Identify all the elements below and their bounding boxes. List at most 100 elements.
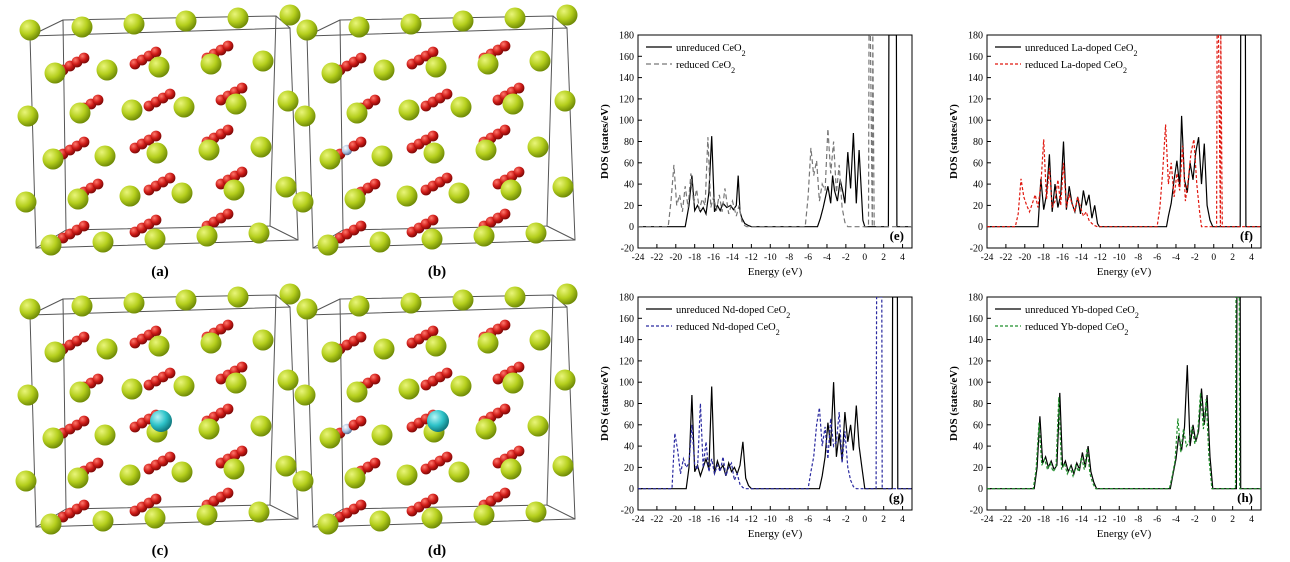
oxygen-atom [222, 40, 234, 52]
x-tick-label: -8 [785, 515, 793, 525]
cerium-atom [475, 139, 497, 161]
crystal-structure-d [292, 283, 578, 535]
cerium-atom [19, 298, 41, 320]
cell-edge [269, 225, 299, 241]
x-tick-label: 4 [900, 515, 905, 525]
panel-label-d: (d) [428, 543, 446, 559]
y-tick-label: 0 [629, 222, 634, 233]
x-tick-label: -4 [823, 253, 831, 263]
cerium-atom [40, 513, 62, 535]
cerium-atom [369, 510, 391, 532]
y-tick-label: 0 [978, 484, 983, 495]
cerium-atom [502, 372, 524, 394]
oxygen-atom [222, 124, 234, 136]
cerium-atom [450, 375, 472, 397]
cerium-atom [69, 102, 91, 124]
legend-label: reduced Yb-doped CeO2 [1025, 322, 1128, 337]
cerium-atom [198, 139, 220, 161]
cerium-atom [373, 59, 395, 81]
legend-label: unreduced Yb-doped CeO2 [1025, 305, 1139, 320]
x-tick-label: -6 [1153, 515, 1161, 525]
x-tick-label: 4 [1249, 515, 1254, 525]
cell-edge [546, 504, 576, 520]
x-tick-label: -2 [1191, 515, 1199, 525]
cerium-atom [525, 222, 547, 244]
cerium-atom [200, 53, 222, 75]
cerium-atom [452, 289, 474, 311]
y-tick-label: 100 [619, 378, 634, 389]
oxygen-atom [222, 487, 234, 499]
y-axis-label: DOS (states/eV) [948, 104, 960, 179]
cerium-atom [279, 283, 301, 305]
cerium-atom [92, 231, 114, 253]
oxygen-atom [78, 52, 90, 64]
x-tick-label: -8 [1134, 253, 1142, 263]
oxygen-atom [92, 94, 104, 106]
x-tick-label: -12 [1094, 253, 1107, 263]
cerium-atom [398, 378, 420, 400]
cerium-atom [294, 384, 316, 406]
cerium-atom [119, 185, 141, 207]
cell-back-frame [339, 294, 554, 510]
y-tick-label: -20 [621, 244, 634, 255]
cerium-atom [554, 90, 576, 112]
oxygen-atom [441, 367, 453, 379]
cerium-atom [421, 228, 443, 250]
oxygen-atom [222, 208, 234, 220]
x-tick-label: -2 [842, 253, 850, 263]
cerium-atom [171, 461, 193, 483]
cerium-atom [223, 179, 245, 201]
cerium-atom [94, 424, 116, 446]
cerium-atom [148, 56, 170, 78]
x-tick-label: -2 [1191, 253, 1199, 263]
cerium-atom [527, 136, 549, 158]
y-tick-label: 0 [629, 484, 634, 495]
cerium-atom [477, 53, 499, 75]
y-tick-label: 160 [619, 52, 634, 63]
cerium-atom [321, 341, 343, 363]
oxygen-atom [499, 487, 511, 499]
cell-back-frame [62, 294, 277, 510]
oxygen-atom [355, 331, 367, 343]
cerium-atom [69, 381, 91, 403]
cerium-atom [250, 136, 272, 158]
oxygen-atom [427, 214, 439, 226]
cerium-atom [500, 458, 522, 480]
y-tick-label: 120 [619, 94, 634, 105]
y-tick-label: 20 [624, 201, 634, 212]
y-tick-label: 80 [973, 137, 983, 148]
cerium-atom [525, 501, 547, 523]
y-tick-label: 160 [968, 52, 983, 63]
cerium-atom [425, 335, 447, 357]
oxygen-atom [164, 88, 176, 100]
cerium-atom [504, 7, 526, 29]
cerium-atom [123, 13, 145, 35]
x-tick-label: -16 [707, 253, 720, 263]
x-tick-label: -14 [1075, 253, 1088, 263]
cerium-atom [423, 142, 445, 164]
cerium-atom [225, 372, 247, 394]
crystal-structure-b [292, 4, 578, 256]
oxygen-atom [222, 319, 234, 331]
cerium-atom [121, 378, 143, 400]
cerium-atom [369, 231, 391, 253]
x-tick-label: -2 [842, 515, 850, 525]
cerium-atom [279, 4, 301, 26]
cerium-atom [396, 464, 418, 486]
cerium-atom [294, 105, 316, 127]
dopant-atom [150, 410, 172, 432]
oxygen-atom [355, 415, 367, 427]
x-tick-label: -18 [1037, 253, 1050, 263]
cerium-atom [529, 329, 551, 351]
cell-edge [546, 225, 576, 241]
oxygen-atom [164, 367, 176, 379]
oxygen-atom [92, 178, 104, 190]
oxygen-atom [150, 493, 162, 505]
cerium-atom [121, 99, 143, 121]
cerium-atom [527, 415, 549, 437]
oxygen-atom [427, 46, 439, 58]
cerium-atom [319, 427, 341, 449]
y-tick-label: 40 [973, 180, 983, 191]
cerium-atom [44, 62, 66, 84]
